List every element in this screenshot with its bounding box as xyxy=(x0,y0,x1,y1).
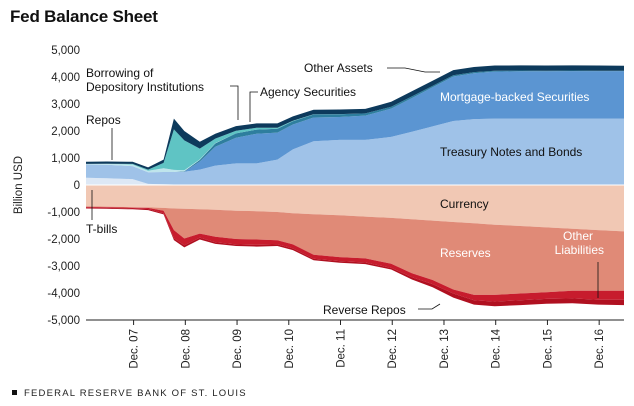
leader-borrowing xyxy=(230,85,239,120)
y-tick-label: 1,000 xyxy=(51,153,80,165)
x-tick-label: Dec. 16 xyxy=(594,329,606,369)
y-tick-label: -5,000 xyxy=(47,315,80,327)
y-tick-label: 3,000 xyxy=(51,99,80,111)
y-tick-label: -1,000 xyxy=(47,207,80,219)
x-tick-label: Dec. 15 xyxy=(542,329,554,369)
footer-text: FEDERAL RESERVE BANK OF ST. LOUIS xyxy=(24,388,247,399)
y-axis-label: Billion USD xyxy=(13,156,25,214)
y-tick-label: 2,000 xyxy=(51,126,80,138)
x-tick-label: Dec. 11 xyxy=(336,329,348,368)
label-borrowing-2: Depository Institutions xyxy=(86,80,204,94)
label-currency: Currency xyxy=(440,197,489,211)
label-agency-securities: Agency Securities xyxy=(260,85,356,99)
x-tick-label: Dec. 07 xyxy=(129,329,141,369)
leader-reverse-repos xyxy=(418,303,441,310)
label-tbills: T-bills xyxy=(86,222,117,236)
label-other-liabilities-2: Liabilities xyxy=(555,243,604,257)
label-treasury: Treasury Notes and Bonds xyxy=(440,145,582,159)
label-reverse-repos: Reverse Repos xyxy=(323,303,406,317)
y-tick-label: 5,000 xyxy=(51,45,80,57)
x-tick-label: Dec. 13 xyxy=(439,329,451,369)
asset-area-0 xyxy=(86,177,624,185)
asset-area-2 xyxy=(86,71,624,173)
x-tick-label: Dec. 09 xyxy=(232,329,244,369)
label-other-liabilities-1: Other xyxy=(563,229,593,243)
liability-area-0 xyxy=(86,185,624,232)
x-tick-label: Dec. 08 xyxy=(180,329,192,369)
chart-title: Fed Balance Sheet xyxy=(10,7,158,26)
y-tick-label: 0 xyxy=(74,180,80,192)
leader-agency xyxy=(249,91,258,122)
leader-other-assets xyxy=(387,67,440,73)
label-mbs: Mortgage-backed Securities xyxy=(440,90,589,104)
y-tick-label: 4,000 xyxy=(51,72,80,84)
label-reserves: Reserves xyxy=(440,246,491,260)
x-tick-label: Dec. 10 xyxy=(284,329,296,369)
y-tick-label: -4,000 xyxy=(47,288,80,300)
x-tick-label: Dec. 12 xyxy=(387,329,399,369)
y-tick-label: -3,000 xyxy=(47,261,80,273)
x-tick-label: Dec. 14 xyxy=(491,328,503,368)
liability-area-1 xyxy=(86,206,624,295)
footer-source: FEDERAL RESERVE BANK OF ST. LOUIS xyxy=(12,388,247,399)
label-borrowing-1: Borrowing of xyxy=(86,66,154,80)
asset-area-1 xyxy=(86,118,624,185)
y-tick-label: -2,000 xyxy=(47,234,80,246)
label-other-assets: Other Assets xyxy=(304,61,373,75)
label-repos: Repos xyxy=(86,113,121,127)
footer-square-icon xyxy=(12,390,17,395)
liability-area-2 xyxy=(86,206,624,302)
